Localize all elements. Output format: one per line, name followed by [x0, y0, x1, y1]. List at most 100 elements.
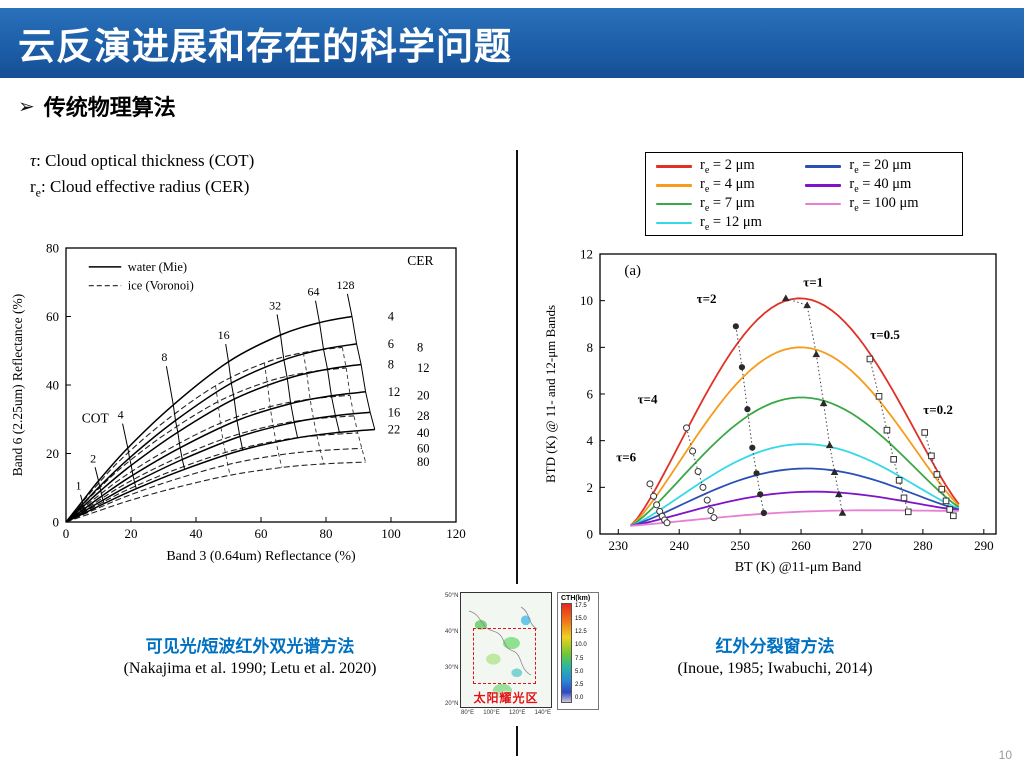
tau-marker-square-open — [875, 393, 883, 400]
split-window-btd-chart: 230 240 250 260 270 280 290 0 2 4 6 8 10 12 BT (K) @11… — [543, 247, 997, 575]
re-curve — [629, 346, 960, 527]
cot-line — [225, 344, 244, 451]
cot-value-label: 8 — [161, 350, 167, 364]
cer-ice-label: 12 — [417, 361, 430, 375]
re-curve — [630, 467, 960, 527]
y-tick-label: 12 — [580, 247, 593, 262]
cot-line — [94, 467, 105, 504]
lon-tick-label: 120°E — [508, 710, 526, 716]
bullet-text: 传统物理算法 — [43, 95, 176, 120]
bullet-arrow-icon: ➢ — [18, 95, 35, 118]
cer-ice-label: 28 — [417, 409, 430, 423]
re-symbol: r — [30, 177, 36, 197]
tau-marker-circle-open — [707, 507, 715, 515]
legend-line-sample — [805, 203, 842, 206]
tau-marker-circle-filled — [738, 364, 746, 371]
re-subscript: e — [35, 185, 41, 200]
cot-value-label: 1 — [76, 479, 82, 493]
cot-text: COT — [82, 411, 110, 426]
cer-ice-label: 40 — [417, 426, 430, 440]
legend-water-label: water (Mie) — [128, 260, 187, 274]
cot-line-ice — [215, 385, 231, 476]
y-tick-label: 10 — [580, 293, 593, 308]
tau-marker-circle-filled — [744, 406, 751, 413]
tau-marker-triangle — [803, 301, 811, 309]
coastline-path — [468, 610, 532, 676]
y-tick-label: 8 — [587, 340, 594, 355]
x-tick-label: 20 — [125, 526, 138, 541]
legend-item: re = 12 μm — [656, 214, 795, 233]
lon-tick-label: 80°E — [461, 710, 475, 716]
cot-line — [346, 293, 376, 430]
colorbar-tick-label: 15.0 — [575, 616, 587, 623]
lat-tick-label: 30°N — [445, 665, 459, 671]
vertical-divider — [516, 150, 518, 756]
tau-dotted-line — [735, 326, 765, 514]
legend-line-sample — [656, 203, 692, 206]
legend-item: re = 2 μm — [656, 157, 795, 176]
legend-label: re = 12 μm — [700, 213, 762, 233]
tau-marker-triangle — [819, 399, 828, 407]
cot-line-ice — [341, 347, 367, 463]
re-legend: re = 2 μm re = 4 μm re = 7 μm re = 12 μm re … — [645, 152, 963, 236]
tau-marker-square-open — [866, 355, 874, 363]
cot-value-label: 32 — [269, 298, 281, 312]
x-tick-label: 240 — [669, 538, 689, 553]
tau-symbol: τ — [30, 151, 37, 170]
legend-label: re = 7 μm — [700, 194, 755, 214]
re-curve — [630, 509, 959, 527]
definition-cer-text: : Cloud effective radius (CER) — [41, 177, 250, 197]
tau-marker-square-open — [928, 452, 935, 460]
tau-marker-square-open — [921, 429, 929, 436]
tau-marker-circle-open — [694, 467, 702, 475]
right-caption: 红外分裂窗方法 (Inoue, 1985; Iwabuchi, 2014) — [540, 632, 1010, 678]
map-lon-ticks: 80°E 100°E 120°E 140°E — [461, 710, 551, 716]
left-caption-method: 可见光/短波红外双光谱方法 — [145, 637, 355, 656]
tau-label: τ=1 — [803, 275, 823, 290]
tau-marker-circle-open — [650, 492, 658, 500]
sun-glint-label: 太阳耀光区 — [473, 691, 539, 705]
map-lat-ticks: 50°N 40°N 30°N 20°N — [445, 593, 458, 707]
cot-line — [80, 494, 86, 513]
lat-tick-label: 50°N — [445, 593, 459, 599]
tau-label: τ=2 — [697, 291, 717, 306]
re-curve — [630, 396, 960, 527]
lat-tick-label: 40°N — [445, 629, 459, 635]
x-tick-label: 230 — [609, 538, 629, 553]
legend-line-sample — [656, 184, 692, 187]
lon-tick-label: 100°E — [483, 710, 500, 716]
tau-marker-triangle — [830, 468, 839, 475]
x-axis-label: Band 3 (0.64um) Reflectance (%) — [166, 549, 356, 564]
x-tick-label: 280 — [913, 538, 933, 553]
tau-label: τ=6 — [616, 450, 636, 465]
cer-water-label: 6 — [388, 337, 394, 351]
tau-marker-circle-open — [689, 447, 697, 455]
coastline-drawing — [468, 606, 538, 676]
cer-water-label: 22 — [388, 423, 401, 437]
cot-value-label: 2 — [90, 451, 96, 465]
tau-marker-square-open — [904, 508, 912, 516]
colorbar-tick-label: 17.5 — [575, 603, 587, 609]
y-axis-label: Band 6 (2.25um) Reflectance (%) — [10, 294, 25, 477]
legend-line-sample — [656, 165, 692, 168]
cot-value-label: 16 — [218, 328, 230, 342]
tau-marker-square-open — [900, 494, 908, 502]
tau-marker-circle-open — [646, 480, 654, 488]
cot-value-label: 4 — [118, 408, 124, 422]
definition-cot-text: : Cloud optical thickness (COT) — [36, 151, 255, 170]
right-caption-reference: (Inoue, 1985; Iwabuchi, 2014) — [677, 660, 873, 677]
legend-item: re = 7 μm — [656, 195, 795, 214]
tau-marker-square-open — [883, 426, 891, 434]
tau-marker-circle-open — [703, 496, 711, 504]
colorbar-tick-label: 0.0 — [575, 694, 584, 701]
left-caption: 可见光/短波红外双光谱方法 (Nakajima et al. 1990; Let… — [0, 632, 500, 678]
slide-header: 云反演进展和存在的科学问题 — [0, 8, 1024, 78]
page-number: 10 — [998, 748, 1012, 762]
y-axis-label: BTD (K) @ 11- and 12-μm Bands — [543, 305, 558, 483]
legend-line-sample — [805, 165, 842, 168]
x-tick-label: 270 — [852, 538, 872, 553]
cer-ice-label: 20 — [417, 388, 430, 402]
panel-label: (a) — [624, 263, 641, 279]
tau-marker-circle-open — [683, 424, 691, 432]
